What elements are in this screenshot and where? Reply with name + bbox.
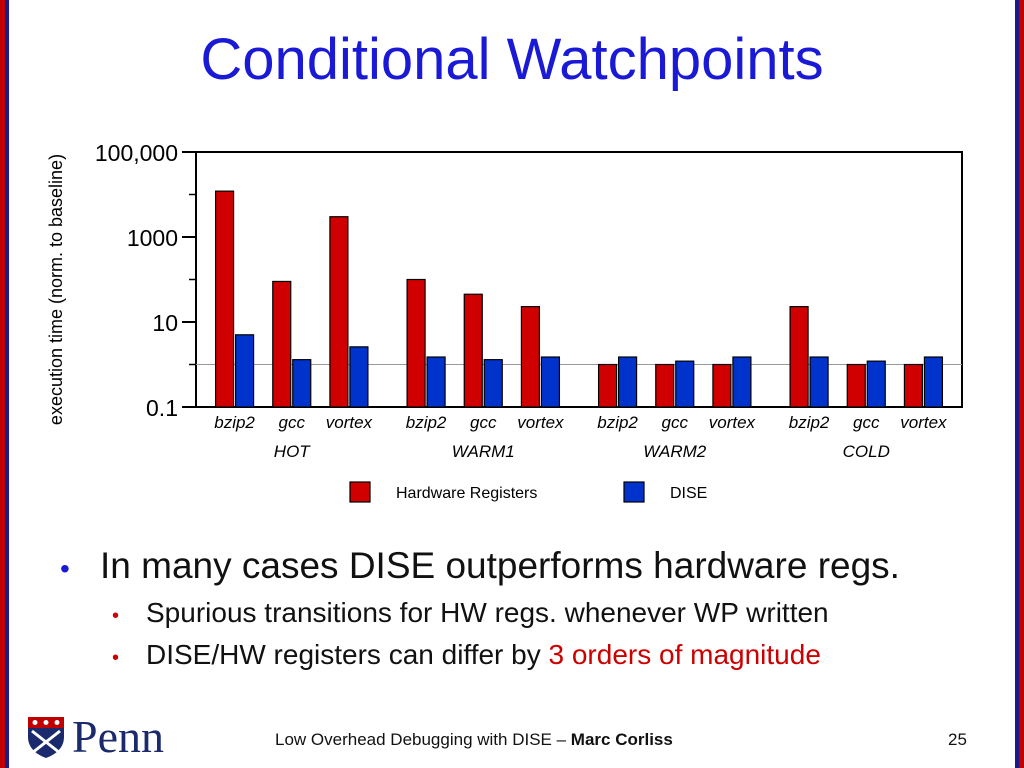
penn-logo: Penn xyxy=(26,714,164,760)
x-tick-label: vortex xyxy=(709,413,756,432)
x-tick-label: vortex xyxy=(517,413,564,432)
bar-hardware-registers xyxy=(272,280,292,408)
bullet-sub-2-text: DISE/HW registers can differ by xyxy=(146,639,549,670)
bar-dise xyxy=(809,356,829,408)
x-tick-label: bzip2 xyxy=(789,413,830,432)
bullet-dot-icon: • xyxy=(112,605,120,627)
bullet-dot-icon: • xyxy=(60,553,70,584)
bullet-sub-2-highlight: 3 orders of magnitude xyxy=(548,639,821,670)
bar-hardware-registers xyxy=(903,363,924,408)
y-tick-label: 1000 xyxy=(127,225,178,251)
bar-dise xyxy=(483,359,503,408)
group-label: WARM2 xyxy=(643,442,707,461)
legend-swatch-hardware-registers xyxy=(349,481,371,503)
x-tick-label: bzip2 xyxy=(597,413,638,432)
bar-hardware-registers xyxy=(406,278,426,408)
bullet-sub-1: • Spurious transitions for HW regs. when… xyxy=(112,597,1000,629)
bar-dise xyxy=(349,346,369,408)
bar-dise xyxy=(617,356,638,408)
group-label: COLD xyxy=(843,442,890,461)
bar-dise xyxy=(675,360,695,408)
bar-chart: 0.1 10 1000 100,000 execution time (norm. to… xyxy=(46,140,963,503)
bar-hardware-registers xyxy=(329,216,349,408)
legend-label: Hardware Registers xyxy=(396,485,537,502)
page-number: 25 xyxy=(948,730,967,749)
x-tick-label: gcc xyxy=(279,413,306,432)
bullet-sub-1-text: Spurious transitions for HW regs. whenev… xyxy=(146,597,829,628)
bullet-list: • In many cases DISE outperforms hardwar… xyxy=(60,545,1000,671)
bullet-main-text: In many cases DISE outperforms hardware … xyxy=(100,545,900,586)
bar-hardware-registers xyxy=(789,306,809,408)
bar-hardware-registers xyxy=(463,293,483,408)
border-stripe-red xyxy=(0,0,5,768)
y-tick-label: 100,000 xyxy=(95,140,178,166)
x-tick-label: bzip2 xyxy=(214,413,255,432)
bar-hardware-registers xyxy=(214,190,235,408)
border-stripe-red xyxy=(1019,0,1024,768)
bar-dise xyxy=(234,334,255,408)
bar-dise xyxy=(923,356,944,408)
bar-dise xyxy=(866,360,886,408)
bullet-dot-icon: • xyxy=(112,647,120,669)
footer-author: Marc Corliss xyxy=(570,730,673,749)
y-tick-label: 0.1 xyxy=(146,395,178,421)
bullet-sub-2: • DISE/HW registers can differ by 3 orde… xyxy=(112,639,1000,671)
group-label: HOT xyxy=(274,442,312,461)
bullet-main: • In many cases DISE outperforms hardwar… xyxy=(60,545,1000,587)
penn-shield-icon xyxy=(28,717,64,758)
border-stripe-blue xyxy=(5,0,9,768)
bar-hardware-registers xyxy=(655,363,675,408)
footer-text: Low Overhead Debugging with DISE – Marc … xyxy=(275,730,673,750)
border-stripe-blue xyxy=(1015,0,1019,768)
y-tick-label: 10 xyxy=(152,310,178,336)
right-border xyxy=(1015,0,1024,768)
logo-text: Penn xyxy=(72,711,164,762)
bar-dise xyxy=(426,356,446,408)
slide-title: Conditional Watchpoints xyxy=(200,27,824,92)
bar-dise xyxy=(732,356,752,408)
x-tick-label: vortex xyxy=(326,413,373,432)
bar-dise xyxy=(292,359,312,408)
bar-hardware-registers xyxy=(520,306,541,408)
x-tick-label: vortex xyxy=(900,413,947,432)
y-axis-label: execution time (norm. to baseline) xyxy=(46,154,66,425)
group-label: WARM1 xyxy=(452,442,515,461)
legend-label: DISE xyxy=(670,485,707,502)
bar-hardware-registers xyxy=(846,363,866,408)
x-tick-label: gcc xyxy=(470,413,497,432)
bar-hardware-registers xyxy=(712,363,732,408)
left-border xyxy=(0,0,9,768)
footer-title: Low Overhead Debugging with DISE – xyxy=(275,730,571,749)
x-tick-label: bzip2 xyxy=(406,413,447,432)
legend-swatch-dise xyxy=(623,481,645,503)
x-tick-label: gcc xyxy=(662,413,689,432)
bar-dise xyxy=(540,356,561,408)
x-tick-label: gcc xyxy=(853,413,880,432)
bar-hardware-registers xyxy=(597,363,618,408)
